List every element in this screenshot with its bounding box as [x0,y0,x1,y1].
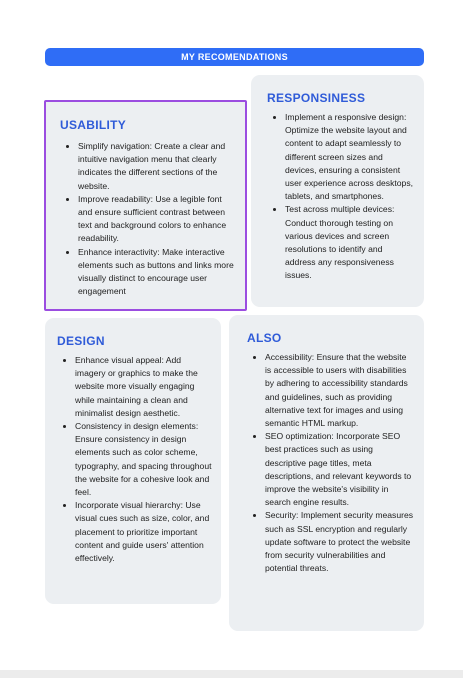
design-list: Enhance visual appeal: Add imagery or gr… [57,354,213,565]
responsiveness-list: Implement a responsive design: Optimize … [267,111,414,283]
list-item: Implement a responsive design: Optimize … [285,111,414,203]
list-item: Consistency in design elements: Ensure c… [75,420,213,499]
responsiveness-heading: RESPONSINESS [267,91,366,105]
list-item: Test across multiple devices: Conduct th… [285,203,414,282]
usability-card: USABILITY Simplify navigation: Create a … [44,100,247,311]
recommendations-banner: MY RECOMENDATIONS [45,48,424,66]
list-item: Improve readability: Use a legible font … [78,193,235,246]
list-item: Simplify navigation: Create a clear and … [78,140,235,193]
list-item: Incorporate visual hierarchy: Use visual… [75,499,213,565]
list-item: Security: Implement security measures su… [265,509,414,575]
list-item: Accessibility: Ensure that the website i… [265,351,414,430]
page-bottom-band [0,670,463,678]
also-card: ALSO Accessibility: Ensure that the webs… [229,315,424,631]
list-item: SEO optimization: Incorporate SEO best p… [265,430,414,509]
design-heading: DESIGN [57,334,105,348]
usability-heading: USABILITY [60,118,127,132]
also-heading: ALSO [247,331,282,345]
responsiveness-card: RESPONSINESS Implement a responsive desi… [251,75,424,307]
usability-list: Simplify navigation: Create a clear and … [60,140,235,298]
list-item: Enhance visual appeal: Add imagery or gr… [75,354,213,420]
list-item: Enhance interactivity: Make interactive … [78,246,235,299]
design-card: DESIGN Enhance visual appeal: Add imager… [45,318,221,604]
also-list: Accessibility: Ensure that the website i… [247,351,414,575]
